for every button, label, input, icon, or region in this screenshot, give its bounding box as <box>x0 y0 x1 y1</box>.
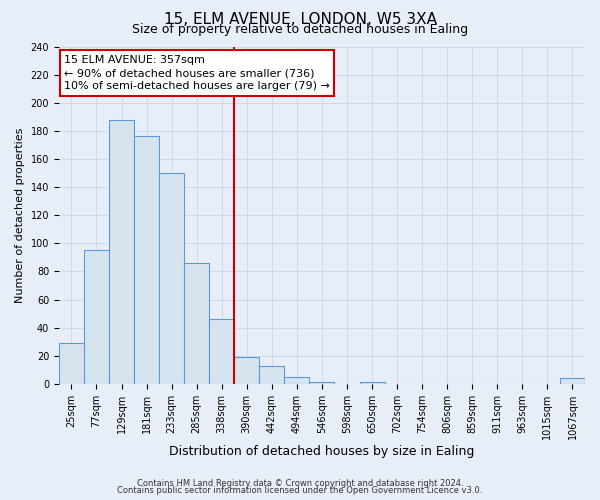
Text: Size of property relative to detached houses in Ealing: Size of property relative to detached ho… <box>132 22 468 36</box>
Bar <box>284 377 310 384</box>
Bar <box>109 120 134 384</box>
X-axis label: Distribution of detached houses by size in Ealing: Distribution of detached houses by size … <box>169 444 475 458</box>
Bar <box>259 366 284 384</box>
Text: Contains public sector information licensed under the Open Government Licence v3: Contains public sector information licen… <box>118 486 482 495</box>
Bar <box>84 250 109 384</box>
Bar <box>209 319 234 384</box>
Bar <box>359 382 385 384</box>
Text: Contains HM Land Registry data © Crown copyright and database right 2024.: Contains HM Land Registry data © Crown c… <box>137 478 463 488</box>
Bar <box>234 357 259 384</box>
Text: 15, ELM AVENUE, LONDON, W5 3XA: 15, ELM AVENUE, LONDON, W5 3XA <box>163 12 437 28</box>
Text: 15 ELM AVENUE: 357sqm
← 90% of detached houses are smaller (736)
10% of semi-det: 15 ELM AVENUE: 357sqm ← 90% of detached … <box>64 55 330 92</box>
Bar <box>184 263 209 384</box>
Bar <box>59 343 84 384</box>
Bar <box>159 173 184 384</box>
Y-axis label: Number of detached properties: Number of detached properties <box>15 128 25 303</box>
Bar <box>560 378 585 384</box>
Bar <box>310 382 334 384</box>
Bar <box>134 136 159 384</box>
